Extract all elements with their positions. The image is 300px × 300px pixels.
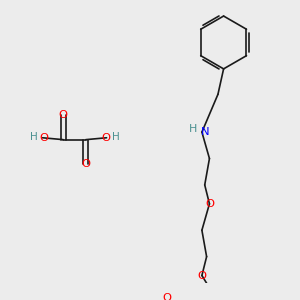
Text: O: O <box>162 293 171 300</box>
Text: O: O <box>101 133 110 143</box>
Text: N: N <box>200 127 209 137</box>
Text: O: O <box>81 159 90 169</box>
Text: O: O <box>59 110 68 120</box>
Text: O: O <box>205 199 214 209</box>
Text: H: H <box>30 132 38 142</box>
Text: H: H <box>112 132 120 142</box>
Text: O: O <box>39 133 48 143</box>
Text: O: O <box>197 271 206 281</box>
Text: H: H <box>189 124 198 134</box>
